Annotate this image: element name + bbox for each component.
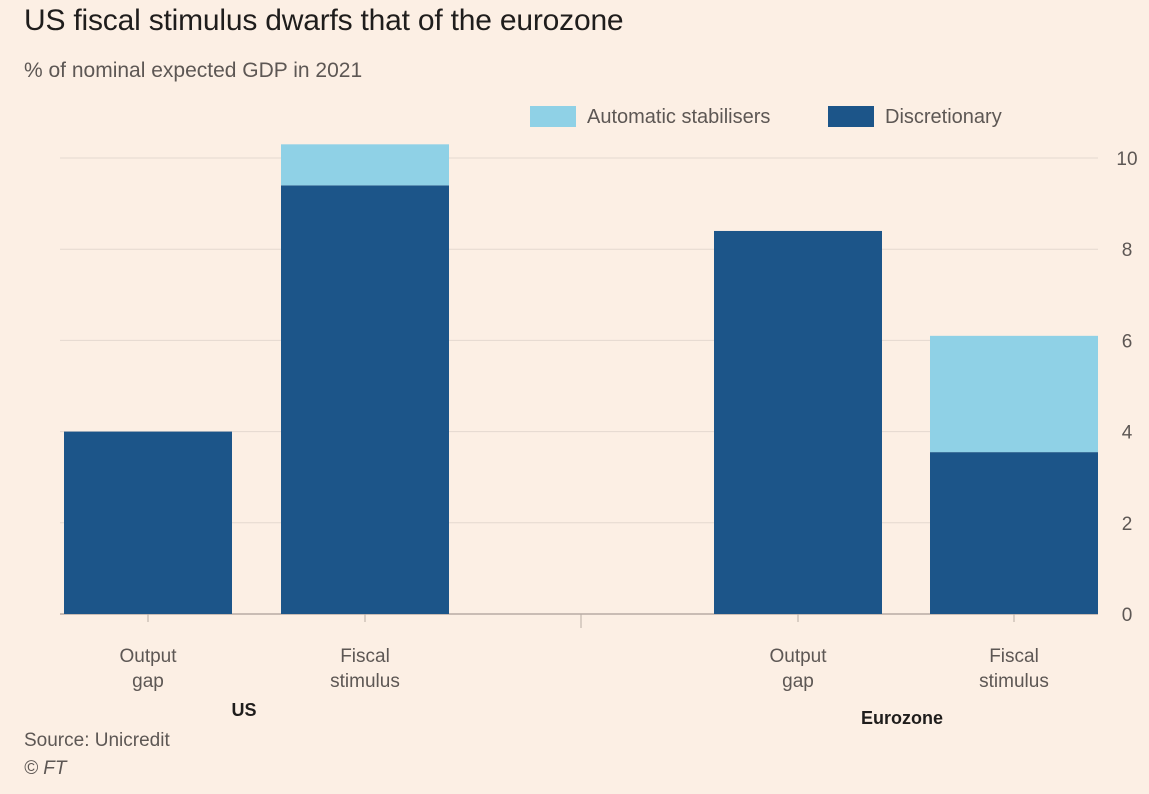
x-tick-label: stimulus [330, 671, 400, 692]
bar-discretionary [281, 185, 449, 615]
x-tick-label: gap [132, 671, 164, 692]
copyright-note: © FT [24, 758, 67, 779]
chart-subtitle: % of nominal expected GDP in 2021 [24, 59, 363, 82]
x-tick-label: Fiscal [989, 646, 1039, 667]
legend-label: Automatic stabilisers [587, 106, 770, 128]
x-tick-label: Output [769, 646, 827, 667]
y-tick-label: 8 [1122, 240, 1133, 261]
x-tick-label: gap [782, 671, 814, 692]
legend-swatch [828, 106, 874, 127]
y-tick-label: 10 [1116, 149, 1137, 170]
y-tick-label: 4 [1122, 423, 1133, 444]
x-tick-label: Output [119, 646, 177, 667]
chart-title: US fiscal stimulus dwarfs that of the eu… [24, 4, 624, 37]
bar-automatic-stabilisers [930, 335, 1098, 453]
y-tick-label: 0 [1122, 605, 1133, 626]
legend-label: Discretionary [885, 106, 1002, 128]
bar-discretionary [64, 431, 232, 614]
bar-discretionary [714, 230, 882, 614]
x-tick-label: Fiscal [340, 646, 390, 667]
legend-swatch [530, 106, 576, 127]
y-tick-label: 2 [1122, 514, 1133, 535]
bar-automatic-stabilisers [281, 144, 449, 186]
group-label: US [231, 700, 256, 720]
source-note: Source: Unicredit [24, 730, 170, 751]
y-tick-label: 6 [1122, 331, 1133, 352]
x-tick-label: stimulus [979, 671, 1049, 692]
group-label: Eurozone [861, 708, 943, 728]
bar-discretionary [930, 452, 1098, 614]
